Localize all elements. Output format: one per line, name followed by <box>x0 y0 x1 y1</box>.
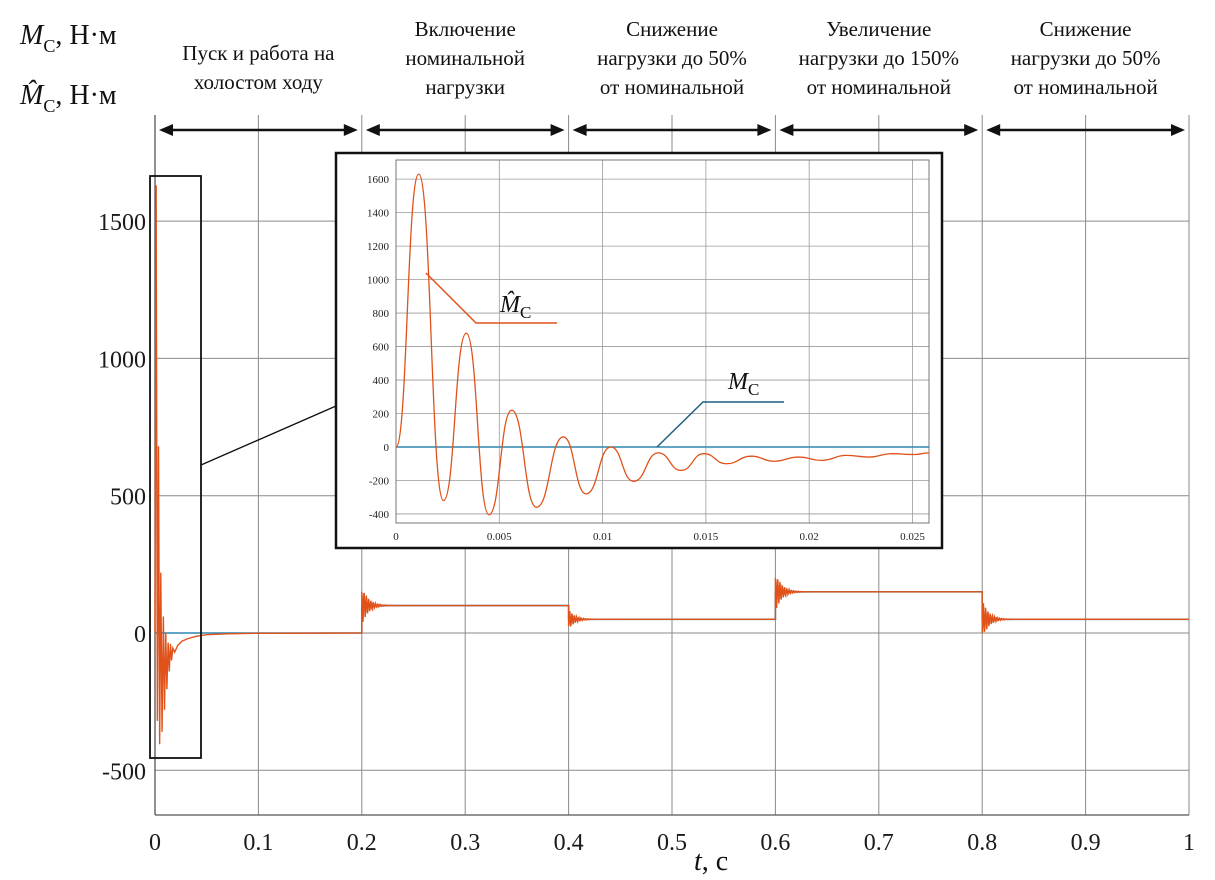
y-tick-label-0: -500 <box>102 759 146 785</box>
inset-x-tick-label-3: 0.015 <box>694 531 719 543</box>
inset-frame <box>334 151 944 550</box>
series-estimated-torque <box>154 185 1190 745</box>
inset-y-tick-label-8: 1200 <box>367 241 390 253</box>
inset-label-estimate: M̂С <box>499 291 531 322</box>
phase-annotations: Пуск и работа на холостом ходу Включение но… <box>159 17 1185 136</box>
x-tick-label-9: 0.9 <box>1071 830 1101 856</box>
phase-arrowhead-right-0 <box>343 124 358 136</box>
y-axis-label: MС, Н·м M̂С, Н·м <box>19 20 117 116</box>
inset-x-tick-label-2: 0.01 <box>593 531 612 543</box>
x-tick-label-2: 0.2 <box>347 830 377 856</box>
x-tick-label-4: 0.4 <box>554 830 584 856</box>
inset-y-tick-label-1: -200 <box>369 475 390 487</box>
inset-y-tick-label-10: 1600 <box>367 174 390 186</box>
x-axis-label: t, с <box>694 846 728 877</box>
x-tick-label-3: 0.3 <box>450 830 480 856</box>
phase-arrowhead-right-3 <box>964 124 979 136</box>
x-tick-label-8: 0.8 <box>967 830 997 856</box>
phase-label-0: Пуск и работа на холостом ходу <box>182 41 335 94</box>
y-tick-label-3: 1000 <box>98 347 146 373</box>
y-label-actual: MС, Н·м <box>19 20 117 56</box>
inset-leader-estimate <box>425 272 557 324</box>
phase-label-4: Снижение нагрузки до 50% от номинальной <box>1011 17 1161 99</box>
phase-arrowhead-left-2 <box>572 124 587 136</box>
y-tick-label-2: 500 <box>110 485 146 511</box>
zoom-indicator <box>149 175 337 759</box>
phase-arrowhead-left-1 <box>365 124 380 136</box>
inset-y-tick-label-0: -400 <box>369 509 390 521</box>
phase-arrowhead-left-3 <box>779 124 794 136</box>
inset-y-tick-label-5: 600 <box>373 342 390 354</box>
inset-x-tick-label-0: 0 <box>393 531 399 543</box>
x-tick-label-10: 1 <box>1183 830 1195 856</box>
inset-chart: 0 0.005 0.01 0.015 0.02 0.025 -400 -200 0 200 400 6… <box>334 151 944 550</box>
y-tick-label-4: 1500 <box>98 210 146 236</box>
phase-arrowhead-left-0 <box>159 124 173 136</box>
inset-x-tick-label-4: 0.02 <box>800 531 819 543</box>
phase-arrowhead-right-1 <box>550 124 565 136</box>
zoom-connector <box>200 405 337 466</box>
zoom-box <box>149 175 202 759</box>
inset-y-tick-label-6: 800 <box>373 308 390 320</box>
x-tick-label-1: 0.1 <box>243 830 273 856</box>
x-tick-label-7: 0.7 <box>864 830 894 856</box>
inset-y-tick-label-9: 1400 <box>367 208 390 220</box>
y-tick-label-1: 0 <box>134 622 146 648</box>
inset-x-tick-label-1: 0.005 <box>487 531 512 543</box>
inset-y-tick-label-2: 0 <box>384 442 390 454</box>
inset-y-tick-label-4: 400 <box>373 375 390 387</box>
phase-label-1: Включение номинальной нагрузки <box>405 17 525 99</box>
x-tick-label-0: 0 <box>149 830 161 856</box>
inset-y-tick-label-7: 1000 <box>367 275 390 287</box>
y-label-estimate: M̂С, Н·м <box>19 80 117 116</box>
phase-arrowhead-right-4 <box>1171 124 1185 136</box>
phase-arrowhead-left-4 <box>986 124 1001 136</box>
inset-x-tick-label-5: 0.025 <box>900 531 925 543</box>
x-tick-label-6: 0.6 <box>760 830 790 856</box>
phase-label-2: Снижение нагрузки до 50% от номинальной <box>597 17 747 99</box>
inset-y-tick-label-3: 200 <box>373 409 390 421</box>
inset-plot-area <box>395 159 930 524</box>
main-tick-labels: 0 0.1 0.2 0.3 0.4 0.5 0.6 0.7 0.8 0.9 1 -500 0 500 100… <box>98 210 1195 856</box>
inset-leader-actual <box>656 401 784 448</box>
inset-label-actual: MС <box>727 369 759 399</box>
phase-arrowhead-right-2 <box>757 124 772 136</box>
x-tick-label-5: 0.5 <box>657 830 687 856</box>
inset-series-estimated <box>395 173 930 516</box>
phase-label-3: Увеличение нагрузки до 150% от номинальной <box>799 17 959 99</box>
main-series <box>154 185 1190 745</box>
